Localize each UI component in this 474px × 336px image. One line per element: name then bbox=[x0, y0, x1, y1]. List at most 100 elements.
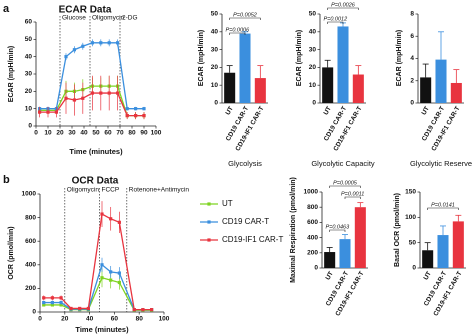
point bbox=[38, 110, 42, 114]
point bbox=[116, 91, 120, 95]
injection-label: 2-DG bbox=[122, 15, 138, 22]
point bbox=[109, 270, 113, 274]
p-value: P=0.0005 bbox=[333, 180, 358, 186]
y-tick-label: 400 bbox=[307, 234, 318, 241]
y-tick-label: 200 bbox=[307, 250, 318, 257]
bar bbox=[324, 252, 336, 268]
injection-label: Rotenone+Antimycin bbox=[129, 187, 190, 194]
bar bbox=[420, 77, 432, 103]
point bbox=[117, 220, 121, 224]
y-tick-label: 8 bbox=[410, 11, 414, 18]
legend-marker bbox=[207, 238, 211, 242]
x-tick-label: 20 bbox=[61, 316, 69, 323]
x-axis-label: Time (minutes) bbox=[75, 325, 129, 334]
x-tick-label: 100 bbox=[151, 130, 162, 137]
bar bbox=[450, 82, 462, 103]
panel-label: a bbox=[3, 3, 10, 15]
injection-label: Oligomycin bbox=[92, 15, 125, 22]
point bbox=[50, 300, 54, 305]
point bbox=[100, 263, 104, 267]
x-axis-label: Glycolytic Capacity bbox=[311, 159, 375, 168]
bar bbox=[224, 72, 236, 103]
point bbox=[116, 41, 120, 45]
x-tick-label: UT bbox=[224, 105, 234, 116]
y-tick-label: 400 bbox=[25, 262, 36, 269]
x-tick-label: 70 bbox=[116, 130, 124, 137]
y-tick-label: 50 bbox=[409, 239, 417, 246]
p-value: P=0.0026 bbox=[331, 2, 356, 8]
x-tick-label: 30 bbox=[68, 130, 76, 137]
bar bbox=[254, 78, 266, 103]
chart-title: ECAR Data bbox=[59, 5, 112, 16]
injection-label: FCCP bbox=[102, 187, 120, 194]
point bbox=[59, 300, 63, 305]
point bbox=[64, 55, 68, 59]
x-tick-label: 0 bbox=[38, 316, 42, 323]
y-tick-label: 0 bbox=[32, 309, 36, 316]
p-value: P=0.0052 bbox=[233, 12, 257, 18]
point bbox=[141, 308, 145, 312]
point bbox=[150, 308, 154, 312]
legend-label: UT bbox=[222, 199, 233, 208]
y-tick-label: 0 bbox=[410, 100, 414, 107]
point bbox=[107, 91, 111, 95]
point bbox=[99, 91, 103, 95]
bar bbox=[437, 235, 449, 268]
point bbox=[125, 107, 129, 111]
x-tick-label: UT bbox=[422, 270, 432, 281]
p-value: P=0.0463 bbox=[325, 224, 350, 230]
bar bbox=[352, 74, 364, 103]
bar bbox=[422, 250, 434, 268]
y-axis-label: ECAR (mpH/min) bbox=[296, 30, 303, 86]
bar bbox=[322, 67, 334, 103]
y-tick-label: 20 bbox=[211, 64, 219, 71]
x-tick-label: 50 bbox=[92, 130, 100, 137]
y-tick-label: 0 bbox=[214, 100, 218, 107]
bar bbox=[239, 33, 251, 103]
y-tick-label: 30 bbox=[309, 46, 317, 53]
point bbox=[78, 306, 82, 311]
point bbox=[117, 280, 121, 285]
x-tick-label: 60 bbox=[104, 130, 112, 137]
p-value: P=0.0011 bbox=[341, 191, 364, 197]
x-tick-label: 40 bbox=[80, 130, 88, 137]
point bbox=[132, 308, 136, 312]
significance-bracket bbox=[327, 7, 359, 10]
y-axis-label: ECAR (mpH/min) bbox=[8, 46, 15, 102]
point bbox=[100, 212, 104, 216]
point bbox=[100, 276, 104, 280]
y-tick-label: 60 bbox=[25, 19, 33, 26]
y-axis-label: Basal OCR (pmol/min) bbox=[394, 193, 401, 267]
y-tick-label: 2 bbox=[410, 77, 414, 84]
y-axis-label: ECAR (mpH/min) bbox=[198, 30, 205, 86]
y-tick-label: 600 bbox=[307, 219, 318, 226]
x-tick-label: 80 bbox=[128, 130, 136, 137]
point bbox=[134, 107, 138, 111]
significance-bracket bbox=[427, 207, 459, 210]
y-tick-label: 10 bbox=[211, 82, 219, 89]
y-tick-label: 1000 bbox=[22, 191, 37, 198]
point bbox=[64, 96, 68, 100]
significance-bracket bbox=[229, 32, 246, 35]
chart-title: OCR Data bbox=[72, 176, 119, 187]
x-tick-label: 10 bbox=[44, 130, 52, 137]
point bbox=[81, 96, 85, 100]
x-tick-label: 20 bbox=[56, 130, 64, 137]
significance-bracket bbox=[327, 21, 344, 24]
point bbox=[69, 306, 73, 311]
point bbox=[142, 107, 146, 111]
y-tick-label: 4 bbox=[410, 55, 414, 62]
point bbox=[42, 296, 46, 300]
significance-bracket bbox=[329, 229, 346, 232]
x-tick-label: UT bbox=[322, 105, 332, 116]
y-tick-label: 20 bbox=[25, 88, 33, 95]
y-tick-label: 30 bbox=[211, 46, 219, 53]
y-tick-label: 20 bbox=[309, 64, 317, 71]
point bbox=[109, 217, 113, 221]
x-tick-label: 60 bbox=[111, 316, 119, 323]
point bbox=[134, 114, 138, 118]
y-axis-label: Maximal Respiration (pmol/min) bbox=[290, 177, 297, 283]
p-value: P=0.0141 bbox=[431, 202, 455, 208]
y-tick-label: 0 bbox=[312, 100, 316, 107]
